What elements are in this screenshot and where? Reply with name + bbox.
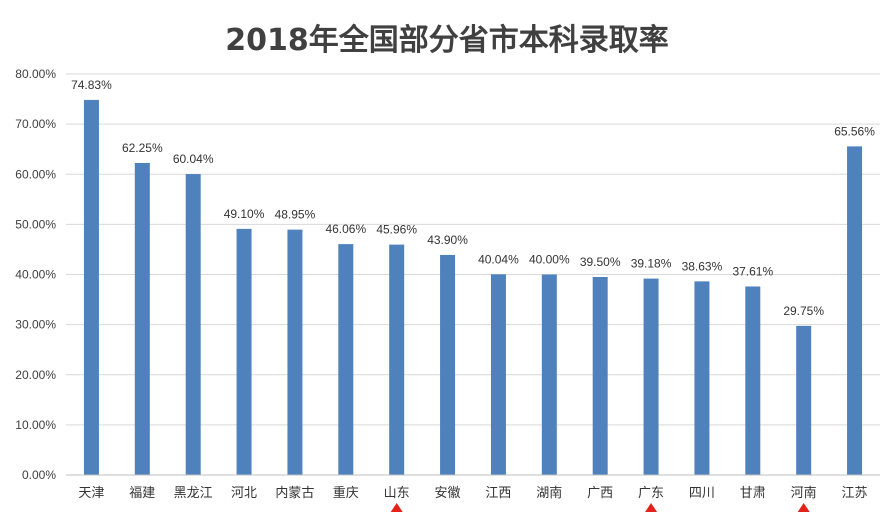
bar-3 [236,228,252,475]
highlight-arrow-icon [645,503,658,512]
bar-0 [83,99,99,476]
category-label: 湖南 [536,485,562,501]
y-tick-label: 70.00% [15,117,56,131]
bar-5 [338,244,354,475]
data-label: 49.10% [224,207,265,221]
bar-10 [592,277,608,475]
gridlines [66,73,880,426]
data-label: 43.90% [427,233,468,247]
category-label: 黑龙江 [174,486,213,501]
y-tick-label: 50.00% [15,217,56,231]
bar-9 [541,274,557,475]
bar-6 [389,244,405,475]
category-label: 天津 [78,486,104,501]
bar-14 [796,325,812,475]
highlight-markers [390,503,810,512]
data-label: 65.56% [834,124,875,138]
bar-4 [287,229,303,475]
bars [83,99,863,476]
bar-13 [745,286,761,475]
category-label: 内蒙古 [275,485,314,501]
y-tick-label: 80.00% [15,67,56,81]
data-label: 45.96% [376,223,417,237]
data-label: 62.25% [122,141,163,155]
data-label: 40.04% [478,252,519,266]
category-label: 河南 [791,485,817,501]
bar-7 [440,254,456,475]
data-labels: 74.83% 62.25% 60.04% 49.10% 48.95% 46.06% 45.9… [71,78,875,318]
y-tick-label: 20.00% [15,368,56,382]
data-label: 40.00% [529,253,570,267]
y-tick-label: 0.00% [22,468,56,482]
data-label: 38.63% [682,259,723,273]
data-label: 29.75% [783,304,824,318]
category-label: 河北 [231,486,257,501]
data-label: 60.04% [173,152,214,166]
y-axis-ticks: 0.00% 10.00% 20.00% 30.00% 40.00% 50.00% 60.00… [15,67,56,482]
data-label: 48.95% [275,208,316,222]
category-label: 广西 [587,486,613,501]
highlight-arrow-icon [390,503,403,512]
data-label: 39.18% [631,257,672,271]
data-label: 37.61% [732,264,773,278]
bar-8 [490,274,506,475]
category-label: 江西 [485,486,511,501]
category-label: 安徽 [435,486,461,501]
data-label: 46.06% [325,222,366,236]
bar-2 [185,174,201,475]
data-label: 74.83% [71,78,112,92]
category-label: 广东 [638,486,664,501]
category-label: 福建 [129,486,155,501]
y-tick-label: 60.00% [15,167,56,181]
y-tick-label: 40.00% [15,268,56,282]
category-label: 江苏 [842,485,868,501]
y-tick-label: 10.00% [15,418,56,432]
x-axis-categories: 天津 福建 黑龙江 河北 内蒙古 重庆 山东 安徽 江西 湖南 广西 广东 四川 甘肃 河南 江苏 [78,485,867,501]
data-label: 39.50% [580,255,621,269]
category-label: 重庆 [333,485,359,501]
highlight-arrow-icon [797,503,810,512]
y-tick-label: 30.00% [15,318,56,332]
bar-12 [694,281,710,475]
category-label: 甘肃 [740,486,766,501]
bar-1 [134,162,150,476]
bar-15 [847,146,863,475]
bar-11 [643,278,659,475]
category-label: 山东 [384,486,410,501]
chart-title: 2018年全国部分省市本科录取率 [225,23,669,58]
category-label: 四川 [689,486,715,501]
